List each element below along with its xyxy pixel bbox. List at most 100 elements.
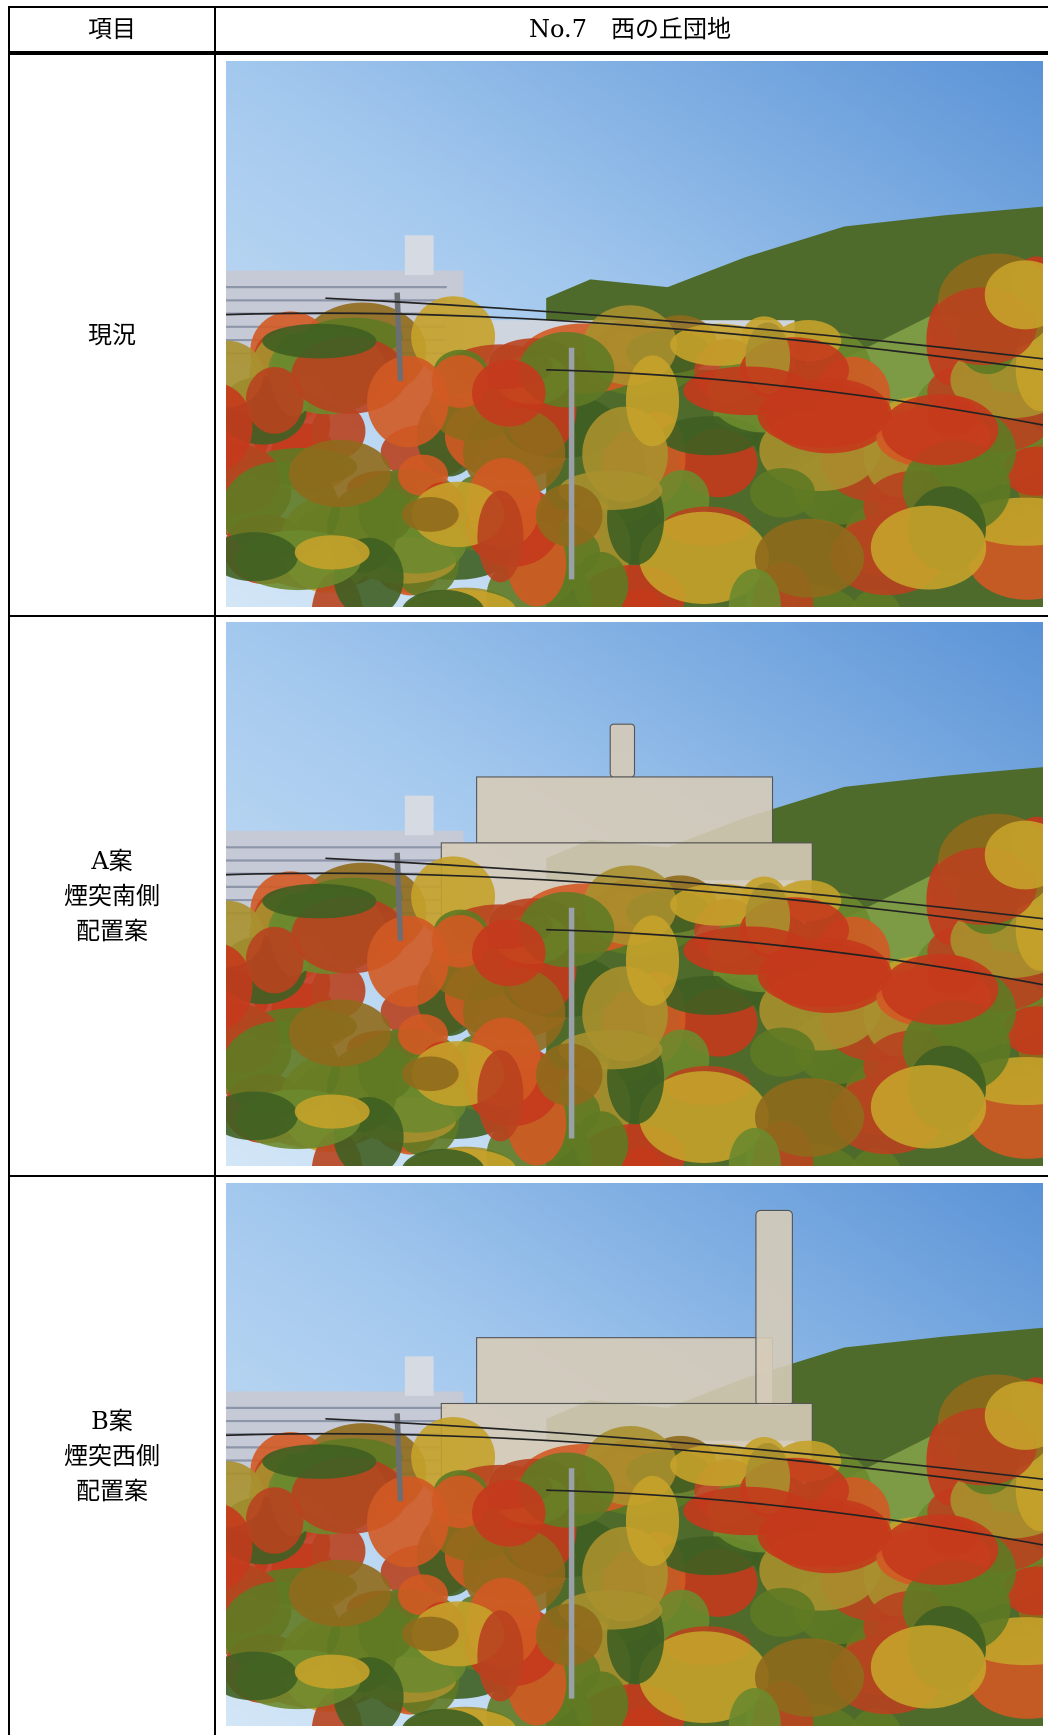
row-label: 現況 — [88, 320, 136, 349]
row-label: 配置案 — [76, 1476, 148, 1505]
row-label-cell: A案煙突南側配置案 — [8, 615, 214, 1175]
power-line — [325, 297, 1043, 360]
foliage — [262, 323, 377, 359]
row-label: 煙突西側 — [64, 1441, 160, 1470]
utility-pole — [394, 852, 404, 941]
header-location-cell: No.7 西の丘団地 — [214, 6, 1048, 53]
foliage — [625, 355, 680, 447]
header-item: 項目 — [88, 15, 136, 43]
header-location: No.7 西の丘団地 — [529, 15, 731, 43]
foliage — [754, 1078, 865, 1157]
foliage — [358, 487, 414, 542]
foliage — [288, 439, 391, 508]
photo-scene — [226, 61, 1043, 607]
photo-plan-a — [226, 622, 1043, 1166]
foliage — [621, 1147, 664, 1166]
row-label-cell: 現況 — [8, 53, 214, 615]
foliage — [984, 260, 1043, 330]
row-photo-cell — [214, 1175, 1048, 1735]
power-line — [546, 369, 1043, 426]
foliage — [401, 1616, 459, 1652]
photo-scene — [226, 622, 1043, 1166]
building-tower — [404, 1356, 434, 1396]
foliage — [358, 1047, 414, 1101]
foliage — [401, 497, 459, 532]
foliage — [728, 1127, 781, 1166]
foliage — [226, 944, 253, 1030]
photo-scene — [226, 1183, 1043, 1726]
utility-pole — [394, 1413, 404, 1502]
foliage — [870, 505, 987, 590]
row-label: 配置案 — [76, 916, 148, 945]
foliage — [226, 1651, 298, 1701]
foliage — [625, 1475, 680, 1567]
foliage — [683, 1486, 813, 1536]
foliage — [401, 1056, 459, 1092]
power-line — [226, 872, 1043, 931]
foliage — [358, 1607, 414, 1661]
foliage — [477, 1050, 524, 1142]
proposed-chimney — [609, 723, 636, 778]
foliage — [245, 366, 304, 434]
foliage — [870, 1625, 987, 1709]
foliage — [294, 1094, 370, 1129]
foliage — [245, 926, 304, 994]
foliage — [367, 915, 449, 1007]
power-line — [226, 312, 1043, 371]
power-line — [325, 1418, 1043, 1480]
row-label: B案 — [91, 1406, 133, 1435]
foliage — [262, 883, 377, 919]
foliage — [728, 1687, 781, 1726]
foliage — [262, 1444, 377, 1479]
foliage — [402, 1148, 484, 1166]
foliage — [881, 953, 999, 1025]
foliage — [881, 394, 999, 466]
foliage — [288, 999, 391, 1067]
foliage — [621, 588, 664, 607]
photo-plan-b — [226, 1183, 1043, 1726]
header-item-cell: 項目 — [8, 6, 214, 53]
foliage — [750, 1027, 815, 1077]
row-photo-cell — [214, 615, 1048, 1175]
row-label: A案 — [91, 846, 133, 875]
power-line — [325, 857, 1043, 920]
utility-pole — [394, 292, 404, 381]
foliage — [477, 1610, 524, 1702]
foliage — [728, 568, 781, 607]
foliage — [754, 518, 865, 598]
foliage — [472, 1479, 546, 1547]
foliage — [226, 384, 253, 470]
foliage — [870, 1064, 987, 1149]
power-line — [546, 928, 1043, 986]
foliage — [750, 467, 815, 518]
foliage — [245, 1487, 304, 1554]
foliage — [294, 1654, 370, 1689]
foliage — [226, 532, 298, 582]
photo-current — [226, 61, 1043, 607]
foliage — [472, 919, 546, 987]
foliage — [881, 1514, 999, 1585]
foliage — [402, 589, 484, 607]
foliage — [367, 1476, 449, 1568]
foliage — [226, 1091, 298, 1141]
foliage — [984, 1381, 1043, 1450]
row-label: 煙突南側 — [64, 881, 160, 910]
power-line — [546, 1489, 1043, 1546]
foliage — [226, 1505, 253, 1590]
foliage — [754, 1638, 865, 1717]
building-tower — [404, 795, 434, 836]
proposed-chimney — [755, 1209, 793, 1407]
foliage — [288, 1559, 391, 1627]
row-photo-cell — [214, 53, 1048, 615]
foliage — [750, 1587, 815, 1637]
foliage — [625, 915, 680, 1006]
proposed-upper-block — [476, 776, 774, 844]
foliage — [683, 926, 813, 975]
foliage — [621, 1707, 664, 1726]
row-label-cell: B案煙突西側配置案 — [8, 1175, 214, 1735]
foliage — [984, 820, 1043, 890]
foliage — [477, 490, 524, 583]
foliage — [294, 535, 370, 570]
